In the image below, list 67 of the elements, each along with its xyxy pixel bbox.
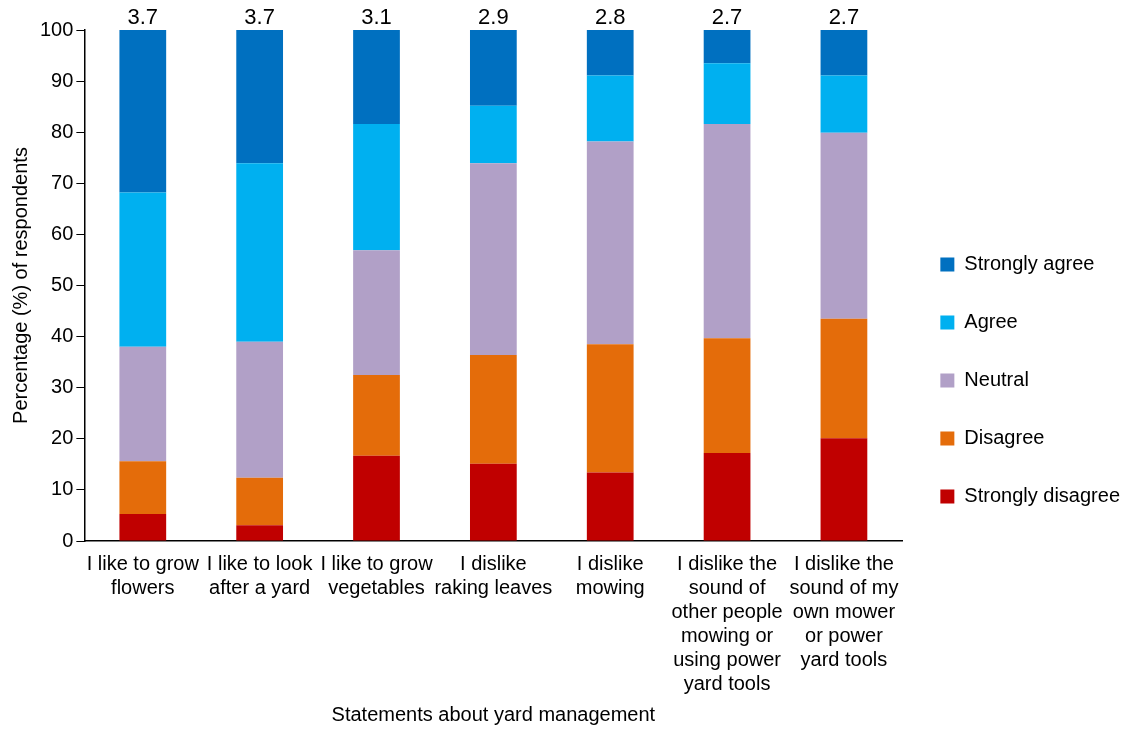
- legend-label: Disagree: [964, 426, 1045, 449]
- x-tick-label: I like to grow flowers: [86, 551, 200, 598]
- bar: [119, 192, 167, 347]
- bar: [820, 438, 868, 541]
- annotation: 3.1: [361, 4, 392, 30]
- bar: [820, 75, 868, 133]
- annotation: 2.7: [711, 4, 743, 30]
- bar: [353, 30, 400, 125]
- bar: [586, 472, 634, 541]
- bar: [469, 163, 517, 355]
- bar: [119, 346, 167, 462]
- bar: [119, 513, 167, 541]
- bar: [586, 141, 634, 345]
- bar: [236, 525, 284, 541]
- bar: [703, 124, 751, 339]
- annotation: 2.9: [478, 4, 509, 30]
- x-axis-title: Statements about yard management: [331, 702, 656, 725]
- x-tick-label: I dislike the sound of other people mowing or using power yard tools: [671, 551, 783, 694]
- bar: [353, 374, 400, 456]
- bar: [586, 30, 634, 76]
- bar: [586, 344, 634, 473]
- bar: [586, 75, 634, 142]
- bar: [469, 463, 517, 541]
- bar: [820, 30, 868, 76]
- x-tick-label: I like to grow vegetables: [320, 551, 434, 598]
- bar: [469, 355, 517, 464]
- x-tick-label: I dislike the sound of my own mower or power yard tools: [789, 551, 899, 670]
- bar: [703, 63, 751, 125]
- bar: [820, 132, 868, 319]
- annotation: 2.8: [594, 4, 626, 30]
- y-tick-label: 20: [51, 426, 74, 449]
- bar: [119, 30, 167, 193]
- x-tick-label: I dislike raking leaves: [434, 551, 553, 598]
- annotation: 3.7: [244, 4, 275, 30]
- legend-label: Neutral: [964, 368, 1029, 391]
- y-tick-label: 80: [51, 119, 74, 142]
- y-tick-label: 40: [51, 324, 74, 347]
- bar: [119, 461, 167, 514]
- y-tick-label: 100: [39, 17, 74, 40]
- x-tick-label: I dislike mowing: [575, 551, 645, 598]
- bar: [469, 30, 517, 106]
- bar: [236, 163, 284, 342]
- y-tick-label: 0: [62, 528, 74, 551]
- bar: [353, 455, 400, 541]
- y-tick-label: 30: [51, 375, 74, 398]
- y-tick-label: 90: [51, 68, 74, 91]
- bar: [353, 250, 400, 375]
- y-tick-label: 10: [51, 477, 74, 500]
- legend-label: Strongly agree: [964, 252, 1095, 275]
- y-tick-label: 70: [51, 170, 74, 193]
- bar: [820, 318, 868, 439]
- x-tick-label: I like to look after a yard: [206, 551, 314, 598]
- y-tick-label: 50: [51, 273, 74, 296]
- bar: [236, 341, 284, 478]
- annotation: 3.7: [127, 4, 159, 30]
- annotation: 2.7: [828, 4, 860, 30]
- bar: [469, 105, 517, 164]
- y-tick-label: 60: [51, 221, 74, 244]
- bar: [703, 338, 751, 454]
- legend-label: Strongly disagree: [964, 484, 1121, 507]
- legend-label: Agree: [964, 310, 1018, 333]
- bar: [236, 477, 284, 526]
- bar: [703, 453, 751, 541]
- bar: [353, 124, 400, 251]
- y-axis-title: Percentage (%) of respondents: [8, 147, 31, 424]
- bar: [236, 30, 284, 164]
- bar: [703, 30, 751, 64]
